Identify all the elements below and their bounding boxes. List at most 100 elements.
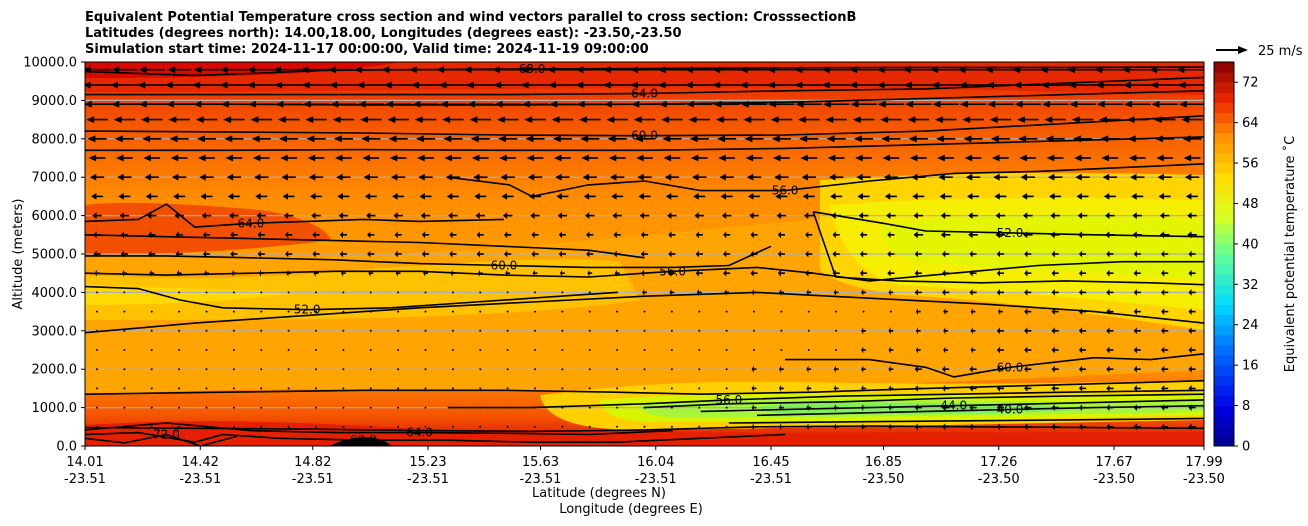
wind-vector-r18-c36 bbox=[1078, 404, 1087, 411]
wind-vector-r1-c14 bbox=[465, 81, 495, 89]
wind-vector-r17-c2 bbox=[150, 387, 153, 390]
wind-vector-r10-c37 bbox=[1106, 250, 1114, 258]
wind-vector-r5-c7 bbox=[280, 154, 298, 162]
colorbar-tick-label-5: 40 bbox=[1242, 237, 1259, 252]
wind-vector-r13-c30 bbox=[915, 308, 921, 315]
wind-vector-r0-c3 bbox=[167, 66, 192, 74]
wind-vector-r17-c39 bbox=[1161, 385, 1169, 392]
wind-vector-r17-c33 bbox=[996, 385, 1004, 392]
wind-vector-r14-c9 bbox=[342, 329, 345, 332]
wind-vector-r3-c14 bbox=[469, 116, 492, 123]
wind-vector-r9-c22 bbox=[695, 231, 703, 239]
contour-line-72-24 bbox=[85, 433, 238, 446]
contour-line-60-3 bbox=[85, 115, 1204, 137]
wind-vector-r16-c21 bbox=[670, 368, 673, 371]
wind-vector-r11-c20 bbox=[640, 269, 649, 277]
wind-vector-r14-c26 bbox=[807, 329, 810, 332]
colorbar-band-35 bbox=[1214, 82, 1234, 93]
wind-vector-r6-c4 bbox=[199, 173, 214, 181]
wind-vector-r0-c39 bbox=[1149, 66, 1181, 74]
wind-vector-r19-c40 bbox=[1188, 423, 1196, 431]
wind-vector-r17-c11 bbox=[397, 387, 400, 390]
colorbar-band-8 bbox=[1214, 355, 1234, 366]
wind-vector-r13-c0 bbox=[96, 310, 98, 313]
wind-vector-r11-c23 bbox=[723, 269, 731, 277]
wind-vector-r5-c3 bbox=[170, 154, 188, 162]
wind-vector-r13-c40 bbox=[1188, 308, 1196, 315]
wind-vector-r19-c38 bbox=[1133, 423, 1141, 431]
contour-line-44-20 bbox=[728, 417, 1204, 424]
wind-vector-r4-c27 bbox=[826, 135, 846, 143]
colorbar-band-6 bbox=[1214, 375, 1234, 386]
wind-vector-r11-c34 bbox=[1024, 269, 1032, 277]
colorbar-band-0 bbox=[1214, 435, 1234, 447]
wind-vector-r0-c17 bbox=[546, 66, 578, 74]
y-tick-label-2: 2000.0 bbox=[32, 363, 78, 378]
contour-line-44-18 bbox=[700, 399, 1204, 413]
wind-vector-r17-c10 bbox=[369, 387, 372, 390]
wind-vector-r18-c40 bbox=[1188, 404, 1196, 411]
wind-vector-r11-c37 bbox=[1106, 269, 1114, 277]
wind-vector-r3-c25 bbox=[770, 116, 793, 123]
x-tick-label-lat-2: 14.82 bbox=[294, 455, 331, 470]
x-tick-label-lat-8: 17.26 bbox=[980, 455, 1017, 470]
wind-vector-r16-c29 bbox=[888, 365, 894, 373]
wind-vector-r13-c6 bbox=[260, 310, 263, 313]
wind-vector-r16-c23 bbox=[725, 368, 728, 371]
wind-vector-r13-c22 bbox=[698, 310, 701, 313]
wind-vector-r17-c38 bbox=[1133, 385, 1141, 392]
wind-vector-r18-c3 bbox=[178, 406, 181, 409]
colorbar-band-36 bbox=[1214, 72, 1234, 83]
wind-vector-r10-c8 bbox=[312, 250, 320, 258]
wind-vector-r18-c37 bbox=[1106, 404, 1114, 411]
wind-vector-r1-c15 bbox=[493, 81, 523, 89]
wind-vector-r16-c10 bbox=[369, 368, 372, 371]
wind-vector-r18-c26 bbox=[806, 404, 812, 411]
wind-vector-r6-c3 bbox=[171, 173, 187, 181]
wind-vector-r1-c24 bbox=[739, 81, 769, 89]
band-48-right bbox=[880, 214, 1204, 280]
wind-vector-r8-c7 bbox=[283, 212, 294, 219]
wind-vector-r14-c32 bbox=[970, 327, 976, 335]
wind-vector-r6-c10 bbox=[363, 173, 378, 181]
wind-vector-r8-c28 bbox=[858, 212, 869, 219]
wind-vector-r17-c1 bbox=[123, 387, 126, 390]
y-tick-label-8: 8000.0 bbox=[32, 132, 78, 147]
band-52-left bbox=[85, 285, 300, 305]
wind-vector-r14-c2 bbox=[150, 329, 153, 332]
wind-vector-r9-c23 bbox=[723, 231, 731, 239]
wind-vector-r19-c3 bbox=[178, 425, 181, 428]
wind-vector-r16-c34 bbox=[1024, 365, 1032, 373]
wind-vector-r17-c14 bbox=[479, 387, 482, 390]
wind-vector-r14-c34 bbox=[1024, 327, 1032, 335]
wind-vector-r19-c7 bbox=[287, 425, 290, 428]
wind-vector-r3-c23 bbox=[715, 116, 738, 123]
wind-vector-r17-c16 bbox=[534, 387, 536, 390]
wind-vector-r4-c11 bbox=[388, 135, 408, 143]
wind-vector-r0-c23 bbox=[712, 66, 742, 74]
wind-vector-r7-c38 bbox=[1131, 193, 1144, 200]
wind-vector-r2-c9 bbox=[330, 100, 357, 108]
wind-vector-r0-c31 bbox=[930, 66, 962, 74]
colorbar-band-20 bbox=[1214, 233, 1234, 245]
wind-vector-r5-c33 bbox=[991, 154, 1009, 162]
wind-vector-r16-c33 bbox=[996, 365, 1004, 373]
colorbar-band-5 bbox=[1214, 385, 1234, 396]
colorbar-band-18 bbox=[1214, 254, 1234, 265]
wind-vector-r0-c4 bbox=[193, 66, 220, 74]
x-axis-label-longitude: Longitude (degrees E) bbox=[559, 502, 703, 517]
wind-vector-r5-c6 bbox=[252, 154, 270, 162]
wind-vector-r5-c40 bbox=[1183, 154, 1201, 162]
wind-vector-r15-c4 bbox=[205, 349, 208, 351]
wind-vector-r3-c28 bbox=[852, 116, 875, 123]
wind-vector-r12-c3 bbox=[178, 291, 181, 294]
contour-label-12: 52.0 bbox=[294, 303, 321, 317]
wind-vector-r18-c0 bbox=[96, 406, 98, 409]
wind-vector-r9-c25 bbox=[777, 231, 785, 239]
wind-vector-r5-c24 bbox=[745, 154, 763, 162]
wind-vector-r2-c23 bbox=[713, 100, 740, 108]
wind-vector-r10-c13 bbox=[449, 250, 457, 258]
wind-vector-r6-c26 bbox=[801, 173, 816, 181]
y-tick-label-6: 6000.0 bbox=[32, 209, 78, 224]
wind-vector-r14-c20 bbox=[643, 329, 646, 332]
